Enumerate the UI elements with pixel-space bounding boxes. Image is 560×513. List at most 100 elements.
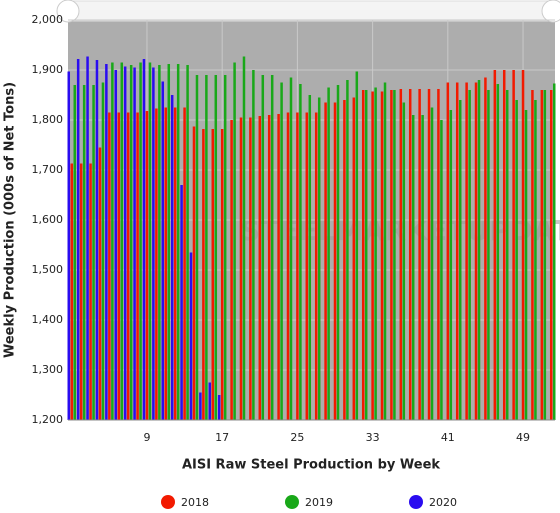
bar bbox=[233, 62, 236, 420]
legend-label: 2018 bbox=[181, 496, 209, 509]
bar bbox=[505, 90, 509, 420]
x-tick-label: 17 bbox=[215, 431, 229, 444]
y-tick-label: 1,900 bbox=[32, 63, 64, 76]
bar bbox=[496, 84, 500, 420]
bar bbox=[133, 67, 136, 420]
bar bbox=[502, 70, 506, 420]
bar bbox=[540, 90, 544, 420]
x-tick-label: 33 bbox=[366, 431, 380, 444]
x-axis-title: AISI Raw Steel Production by Week bbox=[182, 458, 440, 473]
bar bbox=[427, 89, 431, 420]
bar bbox=[155, 108, 158, 420]
bar bbox=[170, 95, 174, 420]
bar bbox=[189, 252, 193, 420]
bar bbox=[239, 117, 243, 420]
bar bbox=[82, 85, 86, 420]
bar bbox=[161, 81, 165, 420]
y-tick-label: 1,300 bbox=[32, 363, 64, 376]
bar bbox=[477, 80, 481, 420]
bar bbox=[333, 102, 337, 420]
bar bbox=[355, 71, 359, 420]
bar bbox=[79, 163, 83, 420]
bar bbox=[214, 75, 218, 420]
bar bbox=[70, 163, 74, 420]
bar bbox=[123, 66, 127, 420]
bar bbox=[308, 95, 312, 420]
scrollbar[interactable] bbox=[67, 0, 554, 22]
bar bbox=[92, 85, 95, 420]
bar bbox=[402, 102, 406, 420]
bar bbox=[142, 59, 146, 420]
scroll-handle-left[interactable] bbox=[56, 0, 80, 23]
bar bbox=[299, 84, 302, 420]
bar bbox=[484, 77, 487, 420]
bar bbox=[305, 112, 309, 420]
bar bbox=[343, 100, 346, 420]
bar bbox=[89, 163, 92, 420]
y-tick-label: 1,800 bbox=[32, 113, 64, 126]
x-tick-label: 41 bbox=[441, 431, 455, 444]
bar bbox=[173, 107, 177, 420]
bar bbox=[534, 100, 537, 420]
legend-label: 2020 bbox=[429, 496, 457, 509]
y-tick-label: 2,000 bbox=[32, 13, 64, 26]
bar bbox=[346, 80, 349, 420]
bar bbox=[176, 64, 180, 420]
bar bbox=[258, 116, 262, 420]
bar bbox=[371, 91, 374, 420]
bar bbox=[549, 90, 553, 420]
bar bbox=[158, 65, 161, 420]
bar bbox=[270, 75, 274, 420]
bar bbox=[129, 65, 133, 420]
bar bbox=[324, 102, 327, 420]
bar bbox=[192, 126, 196, 420]
bar bbox=[111, 62, 114, 420]
bar bbox=[217, 395, 221, 420]
y-tick-label: 1,200 bbox=[32, 413, 64, 426]
bar bbox=[418, 89, 421, 420]
bar bbox=[296, 112, 299, 420]
bar bbox=[552, 83, 556, 420]
bar bbox=[220, 129, 224, 420]
bar bbox=[512, 70, 515, 420]
bar bbox=[98, 147, 102, 420]
bar bbox=[136, 112, 139, 420]
x-tick-label: 9 bbox=[143, 431, 150, 444]
bar bbox=[76, 59, 80, 420]
bar bbox=[449, 110, 453, 420]
bar bbox=[468, 90, 471, 420]
bar bbox=[152, 67, 155, 420]
bar bbox=[393, 90, 396, 420]
legend-swatch bbox=[161, 495, 175, 509]
bar bbox=[195, 75, 199, 420]
bar bbox=[267, 115, 271, 420]
bar bbox=[399, 89, 403, 420]
bar bbox=[145, 111, 149, 420]
bar bbox=[117, 112, 121, 420]
legend-swatch bbox=[285, 495, 299, 509]
scroll-handle-right[interactable] bbox=[541, 0, 560, 23]
bar bbox=[261, 75, 265, 420]
bar bbox=[289, 77, 293, 420]
bar bbox=[205, 75, 208, 420]
bar bbox=[531, 90, 534, 420]
bar bbox=[493, 70, 497, 420]
bar bbox=[437, 89, 440, 420]
bar bbox=[114, 70, 118, 420]
bar bbox=[336, 85, 340, 420]
bar bbox=[474, 82, 478, 420]
bar bbox=[421, 115, 424, 420]
bar bbox=[249, 117, 252, 420]
bar bbox=[105, 64, 108, 420]
bar bbox=[455, 82, 459, 420]
bar bbox=[120, 62, 124, 420]
bar bbox=[211, 129, 215, 420]
bar bbox=[361, 90, 365, 420]
bar bbox=[411, 115, 415, 420]
y-tick-label: 1,400 bbox=[32, 313, 64, 326]
bar bbox=[524, 110, 528, 420]
bar bbox=[280, 82, 283, 420]
bar bbox=[252, 70, 255, 420]
bar bbox=[458, 100, 462, 420]
